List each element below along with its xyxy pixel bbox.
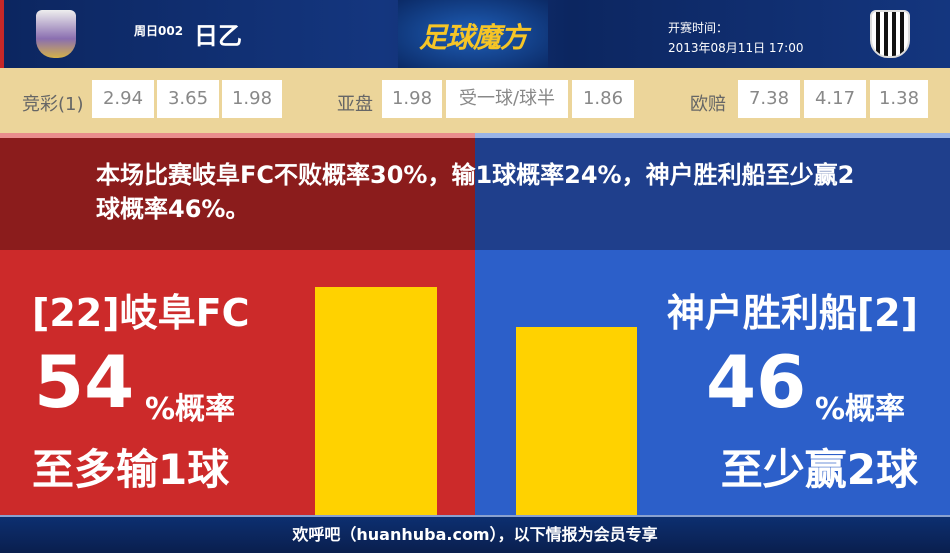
- away-probability-bar: [516, 326, 637, 515]
- jingcai-odd: 2.94: [92, 80, 154, 118]
- statement-bg-home: [0, 138, 475, 250]
- league-name: 日乙: [194, 22, 242, 50]
- prediction-statement: 本场比赛岐阜FC不败概率30%，输1球概率24%，神户胜利船至少赢2球概率46%…: [96, 161, 855, 223]
- jingcai-label: 竞彩(1): [22, 94, 84, 115]
- divider: [0, 133, 950, 138]
- asian-handicap: 受一球/球半: [446, 80, 568, 118]
- kickoff-time: 2013年08月11日 17:00: [668, 41, 804, 55]
- asian-odd: 1.98: [382, 80, 442, 118]
- home-team-name: [22]岐阜FC: [32, 291, 250, 335]
- home-probability-suffix: %概率: [145, 392, 236, 427]
- euro-odd: 4.17: [804, 80, 866, 118]
- away-probability-suffix: %概率: [815, 392, 906, 427]
- brand-logo-bg: [398, 0, 548, 68]
- home-outcome: 至多输1球: [32, 445, 230, 494]
- away-outcome: 至少赢2球: [720, 445, 918, 494]
- statement-bg-away: [475, 138, 950, 250]
- home-probability-bar: [315, 287, 437, 515]
- away-team-name: 神户胜利船[2]: [666, 291, 918, 335]
- asian-odd: 1.86: [572, 80, 634, 118]
- brand-logo: 足球魔方: [418, 21, 528, 54]
- jingcai-odd: 3.65: [157, 80, 219, 118]
- euro-odd: 1.38: [870, 80, 928, 118]
- kickoff-label: 开赛时间：: [668, 21, 729, 35]
- match-number: 周日002: [134, 24, 184, 38]
- footer-banner[interactable]: 欢呼吧（huanhuba.com），以下情报为会员专享: [0, 515, 950, 553]
- away-team-logo: [870, 10, 910, 58]
- home-probability: 54: [34, 340, 135, 424]
- euro-odd: 7.38: [738, 80, 800, 118]
- home-team-logo: [36, 10, 76, 58]
- away-probability: 46: [706, 340, 807, 424]
- euro-label: 欧赔: [690, 94, 726, 115]
- asian-label: 亚盘: [337, 94, 373, 115]
- jingcai-odd: 1.98: [222, 80, 282, 118]
